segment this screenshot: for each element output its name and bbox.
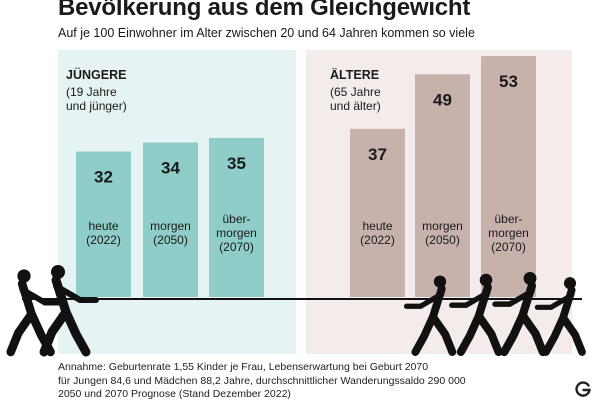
category-label-line: (2050) xyxy=(153,233,188,247)
bar-young-3 xyxy=(209,137,264,297)
group-note-old: (65 Jahre und älter) xyxy=(330,85,381,113)
category-label: heute (2022) xyxy=(360,219,395,247)
category-label-line: (2050) xyxy=(425,233,460,247)
footnote-line-2: für Jungen 84,6 und Mädchen 88,2 Jahre, … xyxy=(58,374,466,387)
data-label: 53 xyxy=(499,72,518,91)
category-label-line: morgen xyxy=(488,226,529,240)
group-label-young: JÜNGERE xyxy=(66,67,126,82)
group-note-line: und älter) xyxy=(330,99,381,113)
category-label: morgen (2050) xyxy=(422,219,463,247)
category-label: heute (2022) xyxy=(86,219,121,247)
group-label-old: ÄLTERE xyxy=(330,67,379,82)
category-label-line: morgen xyxy=(216,226,257,240)
category-label-line: (2070) xyxy=(491,240,526,254)
bar-old-1 xyxy=(350,128,405,297)
footnote: Annahme: Geburtenrate 1,55 Kinder je Fra… xyxy=(58,361,466,402)
footnote-line-3: 2050 und 2070 Prognose (Stand Dezember 2… xyxy=(58,388,291,401)
data-label: 34 xyxy=(161,158,180,177)
person-figure xyxy=(39,265,99,357)
category-label: über-morgen (2070) xyxy=(216,212,257,254)
data-label: 37 xyxy=(368,145,387,164)
category-label: über-morgen (2070) xyxy=(488,212,529,254)
category-label-line: über- xyxy=(494,212,522,226)
data-label: 35 xyxy=(227,154,246,173)
footnote-line-1: Annahme: Geburtenrate 1,55 Kinder je Fra… xyxy=(58,361,429,373)
category-label-line: heute xyxy=(88,219,118,233)
bar-old-2 xyxy=(415,74,470,297)
globus-logo-icon xyxy=(575,381,591,397)
person-figure xyxy=(492,271,548,357)
chart-title: Bevölkerung aus dem Gleichgewicht xyxy=(58,0,471,21)
bar-old-3 xyxy=(481,56,536,297)
category-label-line: (2022) xyxy=(86,233,121,247)
category-label-line: heute xyxy=(362,219,392,233)
group-note-young: (19 Jahre und jünger) xyxy=(66,85,127,113)
category-label-line: morgen xyxy=(422,219,463,233)
person-figure xyxy=(534,277,586,356)
tug-of-war-people-icon xyxy=(6,265,586,357)
category-label-line: über- xyxy=(222,212,250,226)
category-label: morgen (2050) xyxy=(150,219,191,247)
group-note-line: (19 Jahre xyxy=(66,85,117,99)
category-label-line: morgen xyxy=(150,219,191,233)
category-label-line: (2070) xyxy=(219,240,254,254)
person-figure xyxy=(449,273,503,357)
bar-young-2 xyxy=(143,142,198,297)
group-note-line: (65 Jahre xyxy=(330,85,381,99)
data-label: 49 xyxy=(433,90,452,109)
person-figure xyxy=(403,275,457,356)
data-label: 32 xyxy=(94,168,113,187)
category-label-line: (2022) xyxy=(360,233,395,247)
bar-young-1 xyxy=(76,151,131,297)
chart-subtitle: Auf je 100 Einwohner im Alter zwischen 2… xyxy=(58,26,475,40)
group-note-line: und jünger) xyxy=(66,99,127,113)
